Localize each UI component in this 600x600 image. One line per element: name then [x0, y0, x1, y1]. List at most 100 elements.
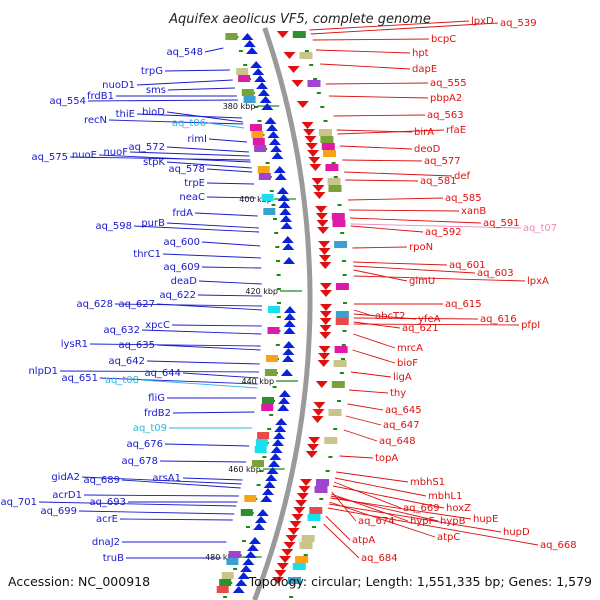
left-gene-label[interactable]: deaD — [171, 276, 198, 287]
left-gene-label[interactable]: aq_575 — [31, 152, 68, 163]
left-gene-label[interactable]: aq_572 — [128, 142, 165, 153]
right-gene-label[interactable]: aq_674 — [358, 516, 395, 527]
right-gene-label[interactable]: atpA — [352, 535, 375, 546]
left-gene-label[interactable]: aq_699 — [40, 506, 77, 517]
right-gene-label[interactable]: rfaE — [446, 125, 466, 136]
right-gene-label[interactable]: aq_t07 — [523, 223, 557, 234]
left-gene-label[interactable]: aq_609 — [163, 262, 200, 273]
right-gene-label[interactable]: mbhS1 — [410, 477, 445, 488]
right-gene-label[interactable]: aq_592 — [425, 227, 462, 238]
left-gene-label[interactable]: aq_632 — [103, 325, 140, 336]
right-gene-label[interactable]: mrcA — [397, 343, 423, 354]
left-gene-label[interactable]: lysR1 — [61, 339, 88, 350]
right-gene-label[interactable]: aq_539 — [500, 18, 537, 29]
left-gene-label[interactable]: aq_635 — [118, 340, 155, 351]
right-gene-label[interactable]: aq_603 — [477, 268, 514, 279]
right-gene-label[interactable]: atpC — [437, 532, 460, 543]
right-gene-label[interactable]: lpxA — [527, 276, 549, 287]
left-gene-label[interactable]: aq_t06 — [172, 118, 206, 129]
right-gene-label[interactable]: aq_647 — [383, 420, 420, 431]
left-gene-label[interactable]: gidA2 — [51, 472, 80, 483]
right-gene-label[interactable]: rpoN — [409, 242, 433, 253]
left-gene-label[interactable]: purB — [141, 218, 165, 229]
right-gene-label[interactable]: aq_601 — [449, 260, 486, 271]
right-gene-label[interactable]: xanB — [461, 206, 486, 217]
left-gene-label[interactable]: recN — [84, 115, 107, 126]
left-gene-label[interactable]: aq_598 — [95, 221, 132, 232]
left-gene-label[interactable]: aq_622 — [159, 290, 196, 301]
right-gene-label[interactable]: aq_555 — [430, 78, 467, 89]
left-gene-label[interactable]: acrD1 — [52, 490, 82, 501]
left-gene-label[interactable]: thrC1 — [133, 249, 161, 260]
left-gene-label[interactable]: aq_676 — [126, 439, 163, 450]
left-gene-label[interactable]: acrE — [96, 514, 118, 525]
right-gene-label[interactable]: yfeA — [418, 314, 441, 325]
right-gene-label[interactable]: def — [454, 171, 471, 182]
right-gene-label[interactable]: aq_591 — [483, 218, 520, 229]
left-gene-label[interactable]: aq_554 — [49, 96, 86, 107]
right-gene-label[interactable]: topA — [375, 453, 398, 464]
left-gene-label[interactable]: aq_578 — [168, 164, 205, 175]
left-gene-label[interactable]: aq_693 — [89, 497, 126, 508]
right-gene-label[interactable]: hypB — [440, 516, 466, 527]
left-gene-label[interactable]: trpG — [141, 66, 163, 77]
right-gene-label[interactable]: thy — [390, 388, 406, 399]
left-gene-label[interactable]: aq_701 — [0, 497, 37, 508]
right-gene-label[interactable]: birA — [414, 127, 434, 138]
right-gene-label[interactable]: hpt — [412, 48, 429, 59]
left-gene-label[interactable]: aq_651 — [61, 373, 98, 384]
left-gene-label[interactable]: truB — [103, 553, 124, 564]
left-gene-label[interactable]: aq_628 — [76, 299, 113, 310]
left-gene-label[interactable]: nlpD1 — [28, 366, 58, 377]
left-gene-label[interactable]: bioD — [142, 107, 165, 118]
left-gene-label[interactable]: aq_600 — [163, 237, 200, 248]
left-gene-label[interactable]: aq_644 — [144, 368, 181, 379]
left-gene-label[interactable]: nuoD1 — [102, 80, 135, 91]
right-gene-label[interactable]: dapE — [412, 64, 437, 75]
left-gene-label[interactable]: trpE — [184, 178, 205, 189]
left-gene-label[interactable]: frdB1 — [87, 91, 114, 102]
left-gene-label[interactable]: frdA — [172, 208, 193, 219]
right-gene-label[interactable]: aq_581 — [420, 176, 457, 187]
left-gene-label[interactable]: arsA1 — [152, 473, 181, 484]
left-gene-label[interactable]: sms — [146, 85, 166, 96]
right-gene-label[interactable]: bioF — [397, 358, 418, 369]
right-gene-label[interactable]: aq_621 — [402, 323, 439, 334]
left-gene-label[interactable]: frdB2 — [144, 408, 171, 419]
right-gene-label[interactable]: hupE — [473, 514, 498, 525]
left-gene-label[interactable]: aq_627 — [118, 299, 155, 310]
right-gene-label[interactable]: aq_668 — [540, 540, 577, 551]
right-gene-label[interactable]: aq_684 — [361, 553, 398, 564]
left-gene-label[interactable]: neaC — [179, 192, 205, 203]
left-gene-label[interactable]: nuoF — [103, 147, 128, 158]
right-gene-label[interactable]: hypF — [410, 516, 435, 527]
left-gene-label[interactable]: aq_678 — [121, 456, 158, 467]
right-gene-label[interactable]: hoxZ — [446, 503, 471, 514]
right-gene-label[interactable]: deoD — [414, 144, 441, 155]
left-gene-label[interactable]: fliG — [148, 393, 165, 404]
right-gene-label[interactable]: aq_563 — [427, 110, 464, 121]
right-gene-label[interactable]: bcpC — [431, 34, 456, 45]
left-gene-label[interactable]: aq_t09 — [133, 423, 167, 434]
left-gene-label[interactable]: nuoE — [72, 150, 97, 161]
right-gene-label[interactable]: glmU — [409, 276, 435, 287]
right-gene-label[interactable]: ligA — [393, 372, 412, 383]
right-gene-label[interactable]: hupD — [503, 527, 530, 538]
left-gene-label[interactable]: rimI — [187, 134, 207, 145]
right-gene-label[interactable]: mbhL1 — [428, 491, 462, 502]
right-gene-label[interactable]: abcT2 — [375, 311, 405, 322]
right-gene-label[interactable]: aq_648 — [379, 436, 416, 447]
right-gene-label[interactable]: lpxD — [471, 16, 494, 27]
left-gene-label[interactable]: aq_548 — [166, 47, 203, 58]
right-gene-label[interactable]: aq_669 — [403, 503, 440, 514]
left-gene-label[interactable]: thiE — [116, 109, 135, 120]
right-gene-label[interactable]: aq_616 — [480, 314, 517, 325]
left-gene-label[interactable]: dnaJ2 — [92, 537, 120, 548]
left-gene-label[interactable]: aq_689 — [83, 475, 120, 486]
right-gene-label[interactable]: pfpI — [521, 320, 540, 331]
left-gene-label[interactable]: aq_t08 — [105, 375, 139, 386]
right-gene-label[interactable]: pbpA2 — [430, 93, 462, 104]
right-gene-label[interactable]: aq_645 — [385, 405, 422, 416]
right-gene-label[interactable]: aq_577 — [424, 156, 461, 167]
left-gene-label[interactable]: xpcC — [145, 320, 170, 331]
